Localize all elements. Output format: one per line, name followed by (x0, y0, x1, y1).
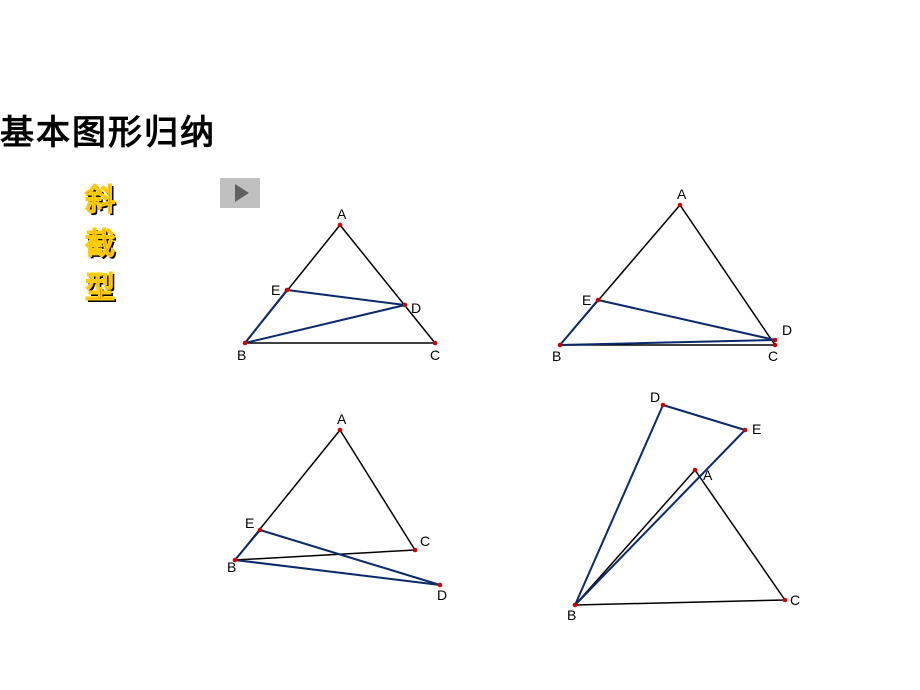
label-E: E (752, 421, 761, 437)
vertex-C (413, 548, 418, 553)
vertex-A (678, 203, 683, 208)
label-A: A (337, 411, 347, 427)
edge-black-CA (695, 470, 785, 600)
vertex-B (558, 343, 563, 348)
vertex-E (285, 288, 290, 293)
label-A: A (677, 186, 687, 202)
label-E: E (245, 515, 254, 531)
edge-black-BC (575, 600, 785, 605)
vertex-E (258, 528, 263, 533)
diagram-svg-fig2: A B CD E (540, 185, 800, 365)
vertex-D (773, 338, 778, 343)
edge-blue-DE (663, 405, 745, 430)
diagram-fig1: A B C D E (225, 195, 465, 365)
label-D: D (437, 587, 447, 603)
edge-blue-DE (287, 290, 405, 305)
edge-black-BC (235, 550, 415, 560)
edge-black-CA (340, 225, 435, 343)
label-C: C (790, 592, 800, 608)
diagram-fig4: A B C D E (550, 380, 830, 630)
vertex-D (661, 403, 666, 408)
label-B: B (567, 607, 576, 623)
label-A: A (703, 467, 713, 483)
label-A: A (337, 206, 347, 222)
label-E: E (582, 292, 591, 308)
vertex-A (338, 223, 343, 228)
diagram-svg-fig4: A B C D E (550, 380, 830, 630)
vertex-A (338, 428, 343, 433)
vertex-D (403, 303, 408, 308)
edge-blue-EB (235, 530, 260, 560)
subtitle-main: 斜截型 (85, 175, 115, 307)
label-D: D (782, 322, 792, 338)
vertex-A (693, 468, 698, 473)
vertex-E (743, 428, 748, 433)
label-B: B (237, 347, 246, 363)
label-B: B (552, 348, 561, 364)
label-C: C (768, 348, 778, 364)
diagram-svg-fig1: A B C D E (225, 195, 465, 365)
vertex-E (596, 298, 601, 303)
edge-blue-BD (245, 305, 405, 343)
edge-black-CA (340, 430, 415, 550)
page-title: 基本图形归纳 (0, 105, 216, 154)
edge-blue-EB (560, 300, 598, 345)
label-D: D (650, 389, 660, 405)
diagram-fig2: A B CD E (540, 185, 800, 365)
diagram-fig3: A B C D E (215, 400, 475, 610)
edge-blue-BD (235, 560, 440, 585)
edge-black-CA (680, 205, 775, 345)
label-C: C (430, 347, 440, 363)
label-B: B (227, 559, 236, 575)
vertex-B (243, 341, 248, 346)
vertex-C (773, 343, 778, 348)
edge-blue-EB (575, 430, 745, 605)
edge-black-AB (575, 470, 695, 605)
diagram-svg-fig3: A B C D E (215, 400, 475, 610)
vertex-C (783, 598, 788, 603)
label-C: C (420, 533, 430, 549)
edge-blue-BD (575, 405, 663, 605)
vertex-C (433, 341, 438, 346)
label-D: D (411, 300, 421, 316)
label-E: E (271, 282, 280, 298)
